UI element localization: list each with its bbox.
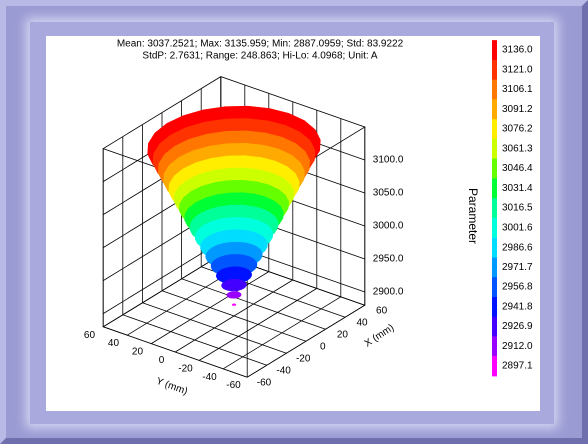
colorbar-swatch: [492, 316, 497, 337]
colorbar-label: 3016.5: [502, 203, 533, 214]
z-tick-label: 2950.0: [373, 254, 404, 265]
x-tick-label: -40: [276, 366, 291, 377]
colorbar-swatch: [492, 257, 497, 278]
colorbar-label: 3001.6: [502, 222, 533, 233]
grid-line: [102, 241, 222, 314]
y-tick-label: -40: [202, 372, 217, 383]
z-tick-label: 3000.0: [373, 221, 404, 232]
x-tick-label: 20: [337, 330, 349, 341]
colorbar-swatch: [492, 237, 497, 258]
colorbar-label: 3076.2: [502, 124, 533, 135]
colorbar-swatch: [492, 40, 497, 61]
z-tick-label: 3100.0: [373, 155, 404, 166]
y-tick-label: -60: [226, 380, 241, 391]
z-axis-label: Parameter: [466, 188, 480, 244]
colorbar-swatch: [492, 277, 497, 298]
colorbar-label: 3121.0: [502, 64, 533, 75]
colorbar-swatch: [492, 158, 497, 179]
y-tick-label: 0: [159, 355, 165, 366]
colorbar-swatch: [492, 356, 497, 377]
colorbar-label: 3061.3: [502, 143, 533, 154]
colorbar-label: 2956.8: [502, 282, 533, 293]
colorbar-label: 3091.2: [502, 104, 533, 115]
colorbar-label: 2941.8: [502, 302, 533, 313]
grid-line: [150, 271, 270, 344]
colorbar-label: 3136.0: [502, 45, 533, 56]
colorbar-label: 2986.6: [502, 242, 533, 253]
colorbar-swatch: [492, 79, 497, 100]
surface-band: [231, 303, 237, 306]
colorbar-swatch: [492, 99, 497, 120]
z-tick-label: 2900.0: [373, 287, 404, 298]
colorbar-swatch: [492, 296, 497, 318]
colorbar-label: 2912.0: [502, 341, 533, 352]
surface-band: [216, 266, 252, 284]
colorbar-swatch: [492, 217, 497, 239]
x-tick-label: 60: [376, 306, 388, 317]
y-tick-label: -20: [178, 363, 193, 374]
z-tick-label: 3050.0: [373, 188, 404, 199]
grid-line: [174, 279, 294, 353]
stats-line: StdP: 2.7631; Range: 248.863; Hi-Lo: 4.0…: [142, 51, 377, 62]
x-tick-label: 0: [320, 342, 326, 353]
box-top: [102, 76, 366, 200]
stats-line: Mean: 3037.2521; Max: 3135.959; Min: 288…: [117, 39, 404, 50]
colorbar-label: 3106.1: [502, 84, 533, 95]
y-tick-label: 20: [132, 347, 144, 358]
colorbar-swatch: [492, 138, 497, 160]
colorbar-swatch: [492, 198, 497, 219]
y-tick-label: 60: [84, 330, 96, 341]
x-tick-label: -60: [257, 378, 272, 389]
grid-line: [198, 288, 318, 361]
y-tick-label: 40: [108, 338, 120, 349]
colorbar-label: 3046.4: [502, 163, 533, 174]
colorbar-label: 2926.9: [502, 321, 533, 332]
colorbar-label: 3031.4: [502, 183, 533, 194]
grid-line: [222, 296, 342, 370]
colorbar-label: 2897.1: [502, 361, 533, 372]
x-tick-label: 40: [356, 318, 368, 329]
colorbar-label: 2971.7: [502, 262, 533, 273]
colorbar-swatch: [492, 119, 497, 140]
surface-band: [226, 291, 242, 299]
colorbar-swatch: [492, 59, 497, 81]
colorbar-swatch: [492, 336, 497, 357]
colorbar-swatch: [492, 178, 497, 199]
chart: Mean: 3037.2521; Max: 3135.959; Min: 288…: [46, 36, 540, 411]
surface-band: [221, 278, 247, 292]
x-tick-label: -20: [296, 354, 311, 365]
